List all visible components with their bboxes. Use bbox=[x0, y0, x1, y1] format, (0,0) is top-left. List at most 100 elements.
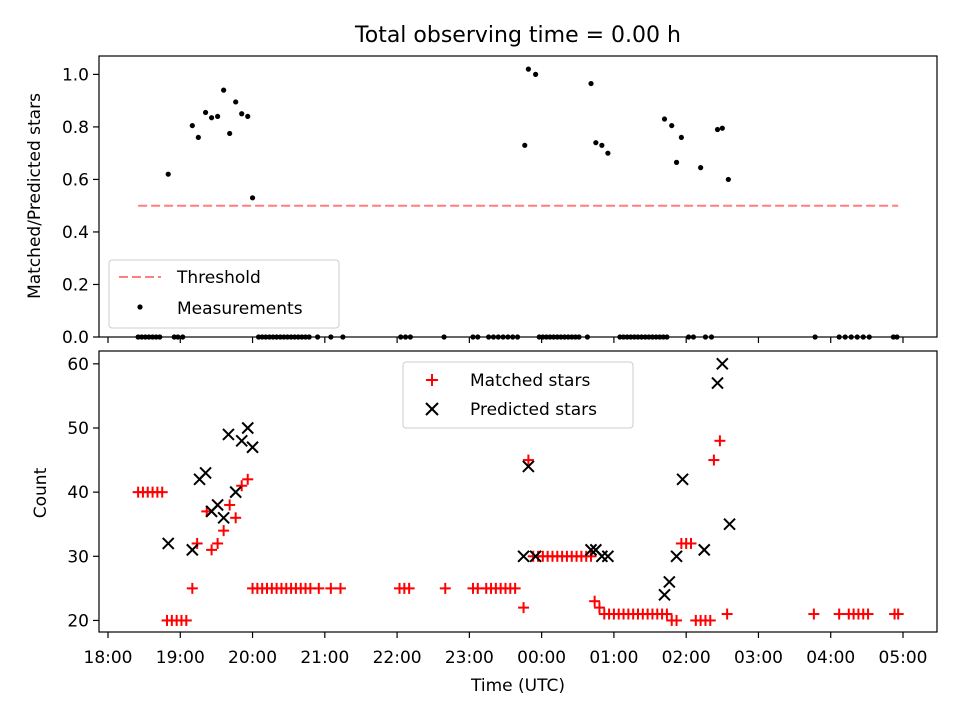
matched-star-point bbox=[522, 454, 534, 466]
bottom-xtick-label: 00:00 bbox=[517, 648, 566, 668]
bottom-y-ticks: 20 30 40 50 60 bbox=[67, 355, 99, 631]
top-legend: Threshold Measurements bbox=[108, 259, 340, 329]
legend-matched-label: Matched stars bbox=[470, 371, 590, 391]
bottom-legend: Matched stars Predicted stars bbox=[402, 361, 634, 429]
bottom-x-ticks: 18:00 19:00 20:00 21:00 22:00 23:00 00:00 01:00… bbox=[84, 632, 928, 668]
predicted-star-point bbox=[663, 575, 676, 589]
legend-measurements-swatch bbox=[137, 304, 143, 310]
matched-star-point bbox=[224, 499, 236, 511]
measurement-point bbox=[165, 171, 171, 177]
matched-star-point bbox=[236, 480, 248, 492]
bottom-xtick-label: 20:00 bbox=[228, 648, 277, 668]
predicted-star-point bbox=[222, 428, 235, 441]
predicted-star-point bbox=[522, 460, 535, 473]
predicted-star-point bbox=[698, 543, 711, 557]
predicted-star-point bbox=[716, 357, 729, 371]
bottom-legend-box bbox=[402, 361, 634, 429]
top-ytick-label: 0.0 bbox=[62, 328, 89, 348]
matched-star-point bbox=[704, 614, 716, 626]
measurement-point bbox=[525, 66, 531, 72]
top-ytick-label: 0.4 bbox=[62, 223, 89, 243]
top-legend-box bbox=[108, 259, 340, 329]
legend-predicted-swatch bbox=[425, 402, 439, 416]
predicted-star-point bbox=[217, 511, 230, 525]
measurement-point bbox=[673, 159, 680, 165]
matched-star-point bbox=[685, 537, 697, 549]
top-title: Total observing time = 0.00 h bbox=[354, 23, 681, 48]
bottom-ytick-label: 60 bbox=[67, 355, 89, 375]
measurement-point bbox=[599, 142, 605, 148]
matched-star-point bbox=[661, 608, 673, 620]
top-ytick-label: 1.0 bbox=[62, 65, 89, 85]
top-ytick-label: 0.2 bbox=[62, 275, 89, 295]
bottom-xtick-label: 18:00 bbox=[84, 648, 133, 668]
predicted-star-point bbox=[211, 498, 224, 512]
bottom-ytick-label: 30 bbox=[67, 547, 89, 567]
matched-star-point bbox=[242, 473, 254, 485]
matched-star-point bbox=[325, 582, 337, 594]
measurement-point bbox=[533, 71, 539, 77]
predicted-star-point bbox=[235, 434, 248, 448]
predicted-star-point bbox=[658, 588, 671, 601]
top-axes-frame bbox=[98, 55, 938, 338]
bottom-xtick-label: 02:00 bbox=[662, 648, 711, 668]
matched-star-point bbox=[721, 608, 733, 620]
bottom-ytick-label: 50 bbox=[67, 419, 89, 439]
top-y-ticks: 0.0 0.2 0.4 0.6 0.8 1.0 bbox=[62, 65, 99, 348]
matched-star-point bbox=[156, 486, 168, 498]
measurement-point bbox=[725, 176, 731, 183]
top-ytick-label: 0.6 bbox=[62, 170, 89, 190]
matched-star-point bbox=[186, 582, 198, 594]
bottom-xtick-label: 23:00 bbox=[445, 648, 494, 668]
matched-star-point bbox=[191, 537, 203, 549]
matched-star-point bbox=[808, 608, 820, 620]
top-ytick-label: 0.8 bbox=[62, 118, 89, 138]
bottom-ytick-label: 20 bbox=[67, 611, 89, 631]
bottom-ytick-label: 40 bbox=[67, 483, 89, 503]
matched-star-point bbox=[334, 582, 346, 594]
bottom-xlabel: Time (UTC) bbox=[470, 676, 565, 696]
bottom-panel: Count Time (UTC) 20 30 40 50 60 18:00 19:00 20… bbox=[31, 350, 938, 696]
predicted-star-point bbox=[723, 518, 736, 531]
measurement-point bbox=[522, 142, 528, 148]
bottom-xtick-label: 04:00 bbox=[806, 648, 855, 668]
measurement-point bbox=[233, 99, 239, 105]
measurement-point bbox=[698, 165, 704, 171]
matched-star-point bbox=[671, 614, 683, 626]
matched-star-point bbox=[862, 608, 874, 620]
matched-star-point bbox=[180, 614, 192, 626]
predicted-stars-points bbox=[162, 357, 736, 601]
measurement-point bbox=[208, 115, 215, 121]
matched-star-point bbox=[585, 550, 597, 562]
measurement-point bbox=[227, 130, 233, 137]
matched-star-point bbox=[593, 602, 605, 614]
legend-predicted-label: Predicted stars bbox=[470, 400, 597, 420]
measurement-point bbox=[714, 126, 721, 133]
measurement-point bbox=[245, 113, 251, 120]
measurement-point bbox=[195, 134, 201, 141]
measurement-point bbox=[669, 122, 675, 129]
bottom-xtick-label: 03:00 bbox=[734, 648, 783, 668]
measurement-point bbox=[239, 111, 245, 117]
measurement-point bbox=[588, 80, 594, 87]
top-ylabel: Matched/Predicted stars bbox=[25, 93, 45, 299]
measurement-point bbox=[678, 134, 684, 141]
matched-star-point bbox=[218, 525, 230, 537]
matched-star-point bbox=[589, 595, 601, 607]
top-panel: Total observing time = 0.00 h Matched/Pr… bbox=[25, 23, 938, 348]
measurement-point bbox=[593, 140, 599, 146]
matched-stars-points bbox=[132, 435, 904, 626]
predicted-star-point bbox=[676, 473, 689, 486]
legend-measurements-label: Measurements bbox=[177, 299, 303, 319]
matched-star-point bbox=[313, 582, 325, 594]
measurement-point bbox=[249, 195, 256, 201]
predicted-star-point bbox=[517, 550, 530, 563]
predicted-star-point bbox=[711, 376, 724, 390]
measurement-point bbox=[215, 113, 221, 120]
matched-star-point bbox=[206, 544, 218, 556]
measurement-point bbox=[189, 122, 195, 129]
predicted-star-point bbox=[584, 543, 598, 557]
matched-star-point bbox=[833, 608, 845, 620]
